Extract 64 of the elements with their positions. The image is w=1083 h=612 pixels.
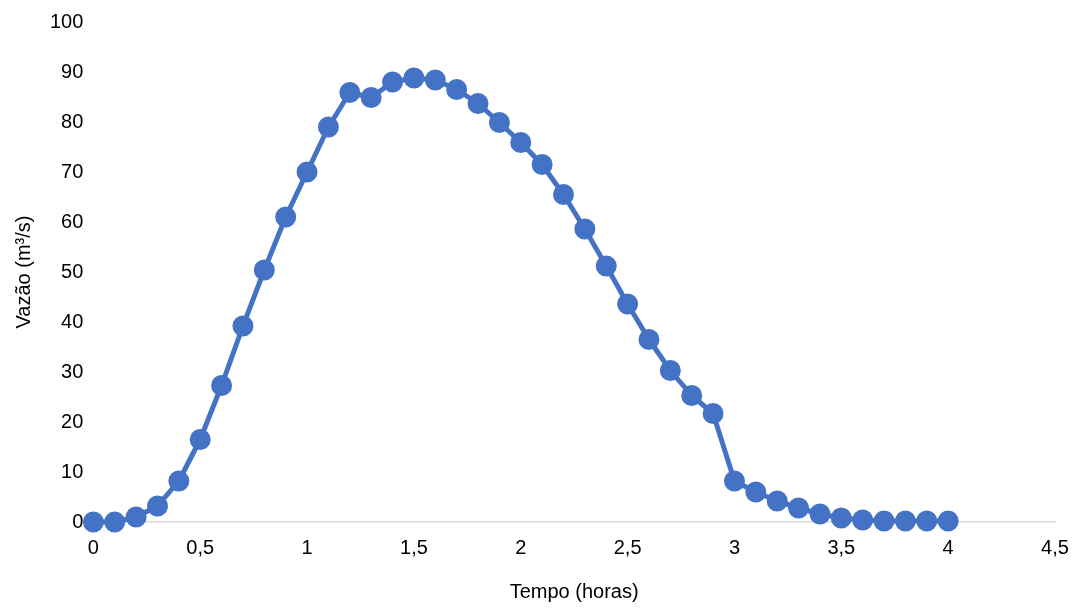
y-tick-label: 60 xyxy=(61,209,84,232)
point xyxy=(403,67,425,89)
y-tick-label: 50 xyxy=(61,259,84,282)
x-tick-label: 1 xyxy=(301,535,313,558)
point xyxy=(766,490,788,512)
point xyxy=(339,82,361,103)
x-tick-label: 1,5 xyxy=(400,535,428,558)
point xyxy=(723,470,745,492)
x-tick-label: 0,5 xyxy=(186,535,215,558)
point xyxy=(104,511,126,533)
y-tick-label: 30 xyxy=(61,359,84,382)
point xyxy=(382,71,404,93)
point xyxy=(574,218,596,240)
y-tick-label: 0 xyxy=(72,509,84,532)
point xyxy=(488,112,510,133)
point xyxy=(296,161,318,183)
y-tick-label: 20 xyxy=(61,409,84,432)
point xyxy=(937,510,959,532)
point xyxy=(253,259,275,281)
point xyxy=(510,132,532,153)
point xyxy=(82,511,104,533)
point xyxy=(702,403,724,424)
point xyxy=(745,481,767,503)
point xyxy=(617,293,639,315)
point xyxy=(211,375,233,396)
y-tick-label: 10 xyxy=(61,459,84,482)
point xyxy=(638,329,660,350)
x-axis-title: Tempo (horas) xyxy=(509,579,639,602)
y-axis-title: Vazão (m³/s) xyxy=(11,215,34,329)
y-tick-label: 90 xyxy=(61,59,84,82)
point xyxy=(424,69,446,91)
point xyxy=(146,495,168,517)
point xyxy=(189,429,211,450)
point xyxy=(830,507,852,529)
y-tick-label: 80 xyxy=(61,109,84,132)
x-tick-label: 0 xyxy=(87,535,99,558)
y-tick-label: 70 xyxy=(61,159,84,182)
y-tick-label: 40 xyxy=(61,309,84,332)
x-tick-label: 2,5 xyxy=(613,535,642,558)
x-tick-label: 4,5 xyxy=(1041,535,1069,558)
point xyxy=(873,510,895,532)
point xyxy=(553,184,574,205)
x-tick-label: 2 xyxy=(515,535,527,558)
point xyxy=(446,79,468,100)
point xyxy=(659,360,681,381)
point xyxy=(681,385,703,406)
point xyxy=(595,255,617,277)
point xyxy=(852,509,874,531)
point xyxy=(788,497,810,519)
x-tick-label: 3,5 xyxy=(827,535,856,558)
point xyxy=(232,315,254,337)
y-tick-label: 100 xyxy=(49,9,84,32)
point xyxy=(894,510,916,532)
point xyxy=(809,503,831,525)
point xyxy=(360,87,382,108)
point xyxy=(168,470,190,492)
point xyxy=(467,93,489,114)
x-tick-label: 4 xyxy=(942,535,954,558)
point xyxy=(125,506,147,528)
point xyxy=(916,510,938,532)
point xyxy=(531,154,553,175)
x-tick-label: 3 xyxy=(728,535,741,558)
point xyxy=(275,206,297,228)
point xyxy=(317,116,339,138)
